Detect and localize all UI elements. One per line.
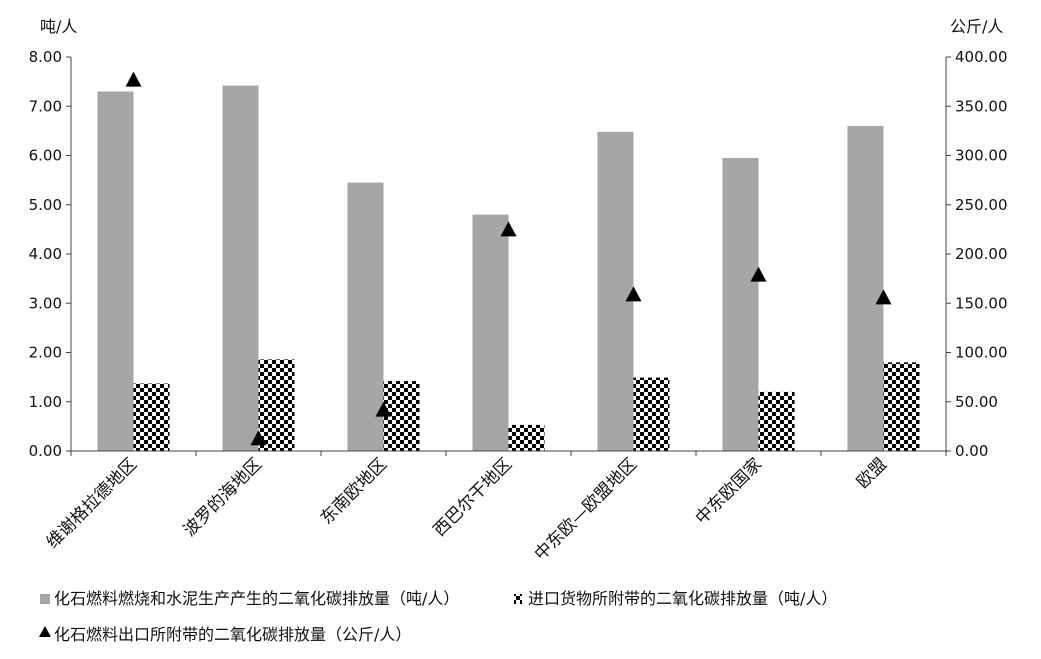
marker-export bbox=[875, 289, 892, 305]
left-tick-label: 6.00 bbox=[29, 147, 62, 165]
left-tick-label: 8.00 bbox=[29, 48, 62, 66]
legend-swatch-fossil bbox=[40, 594, 50, 604]
bar-fossil bbox=[722, 157, 759, 451]
marker-export bbox=[625, 286, 642, 302]
right-tick-label: 0.00 bbox=[955, 442, 988, 460]
markers-group bbox=[125, 71, 892, 446]
right-tick-label: 400.00 bbox=[955, 48, 1008, 66]
bar-import bbox=[133, 383, 170, 451]
bar-fossil bbox=[597, 131, 634, 452]
category-label: 波罗的海地区 bbox=[180, 454, 266, 540]
category-label: 维谢格拉德地区 bbox=[43, 454, 141, 552]
right-tick-label: 250.00 bbox=[955, 196, 1008, 214]
left-tick-label: 2.00 bbox=[29, 344, 62, 362]
axes-group bbox=[70, 57, 947, 456]
marker-export bbox=[125, 71, 142, 87]
bar-fossil bbox=[472, 214, 509, 451]
legend-swatch-import bbox=[514, 594, 522, 604]
marker-export bbox=[250, 430, 267, 446]
bar-import bbox=[758, 391, 795, 451]
legend-label-export: 化石燃料出口所附带的二氧化碳排放量（公斤/人） bbox=[54, 625, 411, 644]
left-axis-ticks: 0.00 1.00 2.00 3.00 4.00 5.00 6.00 7.00 8.00 bbox=[29, 48, 71, 460]
marker-export bbox=[375, 401, 392, 417]
right-tick-label: 350.00 bbox=[955, 97, 1008, 115]
category-label: 中东欧国家 bbox=[692, 454, 766, 528]
right-tick-label: 300.00 bbox=[955, 147, 1008, 165]
bar-import bbox=[508, 424, 545, 451]
category-label: 中东欧—欧盟地区 bbox=[531, 454, 641, 564]
bar-import bbox=[633, 377, 670, 451]
left-axis-unit: 吨/人 bbox=[40, 17, 77, 36]
legend-label-fossil: 化石燃料燃烧和水泥生产产生的二氧化碳排放量（吨/人） bbox=[54, 589, 459, 608]
right-tick-label: 200.00 bbox=[955, 245, 1008, 263]
bar-fossil bbox=[222, 85, 259, 451]
legend-item-import: 进口货物所附带的二氧化碳排放量（吨/人） bbox=[514, 589, 837, 608]
bar-fossil bbox=[347, 182, 384, 451]
legend-item-fossil: 化石燃料燃烧和水泥生产产生的二氧化碳排放量（吨/人） bbox=[40, 589, 459, 608]
bar-import bbox=[258, 359, 295, 451]
left-tick-label: 7.00 bbox=[29, 97, 62, 115]
legend-label-import: 进口货物所附带的二氧化碳排放量（吨/人） bbox=[528, 589, 837, 608]
right-tick-label: 150.00 bbox=[955, 294, 1008, 312]
bar-fossil bbox=[97, 91, 134, 451]
category-label: 欧盟 bbox=[853, 454, 891, 492]
marker-export bbox=[500, 221, 517, 237]
category-labels: 维谢格拉德地区 波罗的海地区 东南欧地区 西巴尔干地区 中东欧—欧盟地区 中东欧国家 欧盟 bbox=[43, 454, 891, 564]
left-tick-label: 4.00 bbox=[29, 245, 62, 263]
right-axis-unit: 公斤/人 bbox=[950, 17, 1003, 36]
bar-import bbox=[883, 362, 920, 451]
right-tick-label: 100.00 bbox=[955, 344, 1008, 362]
left-tick-label: 3.00 bbox=[29, 294, 62, 312]
left-tick-label: 5.00 bbox=[29, 196, 62, 214]
bar-fossil bbox=[847, 125, 884, 451]
bars-group bbox=[97, 85, 920, 452]
category-label: 东南欧地区 bbox=[317, 454, 391, 528]
left-tick-label: 1.00 bbox=[29, 393, 62, 411]
legend-swatch-export bbox=[39, 626, 51, 637]
right-axis-ticks: 0.00 50.00 100.00 150.00 200.00 250.00 300.00 3… bbox=[946, 48, 1008, 460]
marker-export bbox=[750, 266, 767, 282]
legend-item-export: 化石燃料出口所附带的二氧化碳排放量（公斤/人） bbox=[39, 625, 411, 644]
left-tick-label: 0.00 bbox=[29, 442, 62, 460]
legend: 化石燃料燃烧和水泥生产产生的二氧化碳排放量（吨/人） 进口货物所附带的二氧化碳排… bbox=[39, 589, 837, 644]
category-label: 西巴尔干地区 bbox=[430, 454, 516, 540]
right-tick-label: 50.00 bbox=[955, 393, 998, 411]
